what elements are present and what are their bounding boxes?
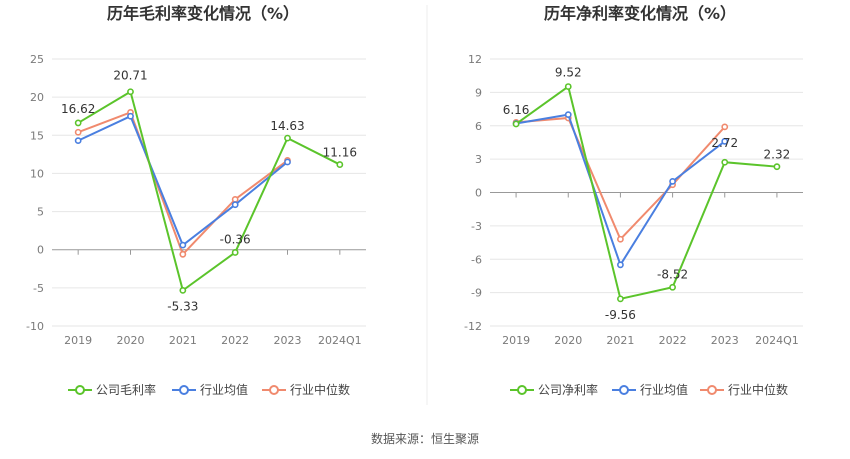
x-tick-label: 2022 (659, 334, 687, 347)
legend-label: 公司净利率 (538, 382, 598, 397)
y-tick-label: -5 (33, 282, 44, 295)
legend-marker (269, 385, 279, 395)
legend-marker (619, 385, 629, 395)
legend-label: 行业中位数 (290, 382, 350, 397)
x-tick-label: 2021 (606, 334, 634, 347)
data-label: -5.33 (167, 299, 198, 313)
data-point (284, 158, 291, 166)
data-point (617, 235, 624, 243)
data-point (127, 112, 134, 120)
chart-title-gross-margin: 历年毛利率变化情况（%） (107, 4, 299, 23)
data-label: 16.62 (61, 102, 95, 116)
net-margin-chart: 12 9 6 3 0 -3 -6 -9 -12 2019 2020 2021 2022 2023 2024Q… (464, 53, 803, 397)
chart-title-net-margin: 历年净利率变化情况（%） (544, 4, 736, 23)
x-tick-label: 2021 (169, 334, 197, 347)
y-tick-label: -10 (26, 320, 44, 333)
data-point (284, 134, 291, 142)
legend-label: 公司毛利率 (96, 382, 156, 397)
data-label: 11.16 (323, 146, 357, 160)
data-point (179, 286, 187, 294)
data-point (74, 128, 82, 136)
legend-marker (75, 385, 85, 395)
data-point (721, 123, 729, 131)
y-tick-label: -12 (464, 320, 482, 333)
gross-margin-chart: 25 20 15 10 5 0 -5 -10 2019 2020 2021 2022 2023 2024Q… (26, 53, 366, 397)
data-point (773, 163, 781, 171)
data-label: -8.52 (657, 267, 688, 281)
data-label: 2.72 (711, 136, 738, 150)
y-tick-label: 25 (30, 53, 44, 66)
y-tick-label: 0 (37, 244, 44, 257)
data-point (512, 120, 520, 128)
data-source-note: 数据来源：恒生聚源 (370, 432, 479, 446)
data-point (721, 137, 729, 145)
data-point (564, 111, 572, 119)
x-tick-label: 2023 (711, 334, 739, 347)
legend-label: 行业均值 (200, 382, 248, 397)
y-tick-label: -9 (471, 287, 482, 300)
data-point (669, 283, 676, 291)
data-point (721, 158, 729, 166)
legend-marker (179, 385, 189, 395)
data-point (564, 83, 572, 90)
data-point (74, 137, 82, 145)
y-tick-label: 9 (475, 86, 482, 99)
data-label: 14.63 (270, 119, 304, 133)
x-tick-label: 2020 (554, 334, 582, 347)
x-tick-label: 2019 (64, 334, 92, 347)
y-tick-label: -3 (471, 220, 482, 233)
y-tick-label: -6 (471, 253, 482, 266)
data-point (127, 88, 134, 96)
y-tick-label: 10 (30, 167, 44, 180)
series-line-0 (77, 90, 341, 293)
data-label: 2.32 (764, 148, 791, 162)
x-tick-label: 2024Q1 (755, 334, 799, 347)
series-line-0 (515, 84, 778, 301)
data-label: -9.56 (605, 308, 636, 322)
x-tick-label: 2022 (221, 334, 249, 347)
x-tick-label: 2023 (274, 334, 302, 347)
y-tick-label: 0 (475, 187, 482, 200)
data-point (617, 261, 624, 269)
x-tick-label: 2019 (502, 334, 530, 347)
data-point (74, 119, 82, 127)
data-label: -0.36 (220, 232, 251, 246)
y-tick-label: 5 (37, 206, 44, 219)
y-tick-label: 20 (30, 91, 44, 104)
data-point (617, 295, 624, 303)
data-label: 20.71 (113, 69, 147, 83)
y-tick-label: 15 (30, 129, 44, 142)
x-tick-label: 2020 (117, 334, 145, 347)
y-tick-label: 12 (468, 53, 482, 66)
data-point (179, 241, 187, 249)
y-tick-label: 3 (475, 153, 482, 166)
data-point (231, 195, 239, 203)
y-tick-label: 6 (475, 120, 482, 133)
data-label: 6.16 (503, 103, 530, 117)
data-point (336, 161, 344, 168)
legend-marker (517, 385, 527, 395)
data-point (669, 177, 676, 185)
legend-label: 行业中位数 (728, 382, 788, 397)
legend-marker (707, 385, 717, 395)
series-line-2 (77, 111, 289, 257)
series-line-2 (515, 116, 726, 242)
data-label: 9.52 (555, 66, 582, 80)
x-tick-label: 2024Q1 (318, 334, 362, 347)
data-point (231, 249, 239, 256)
data-point (231, 201, 239, 209)
data-point (179, 250, 187, 258)
legend-label: 行业均值 (640, 382, 688, 397)
